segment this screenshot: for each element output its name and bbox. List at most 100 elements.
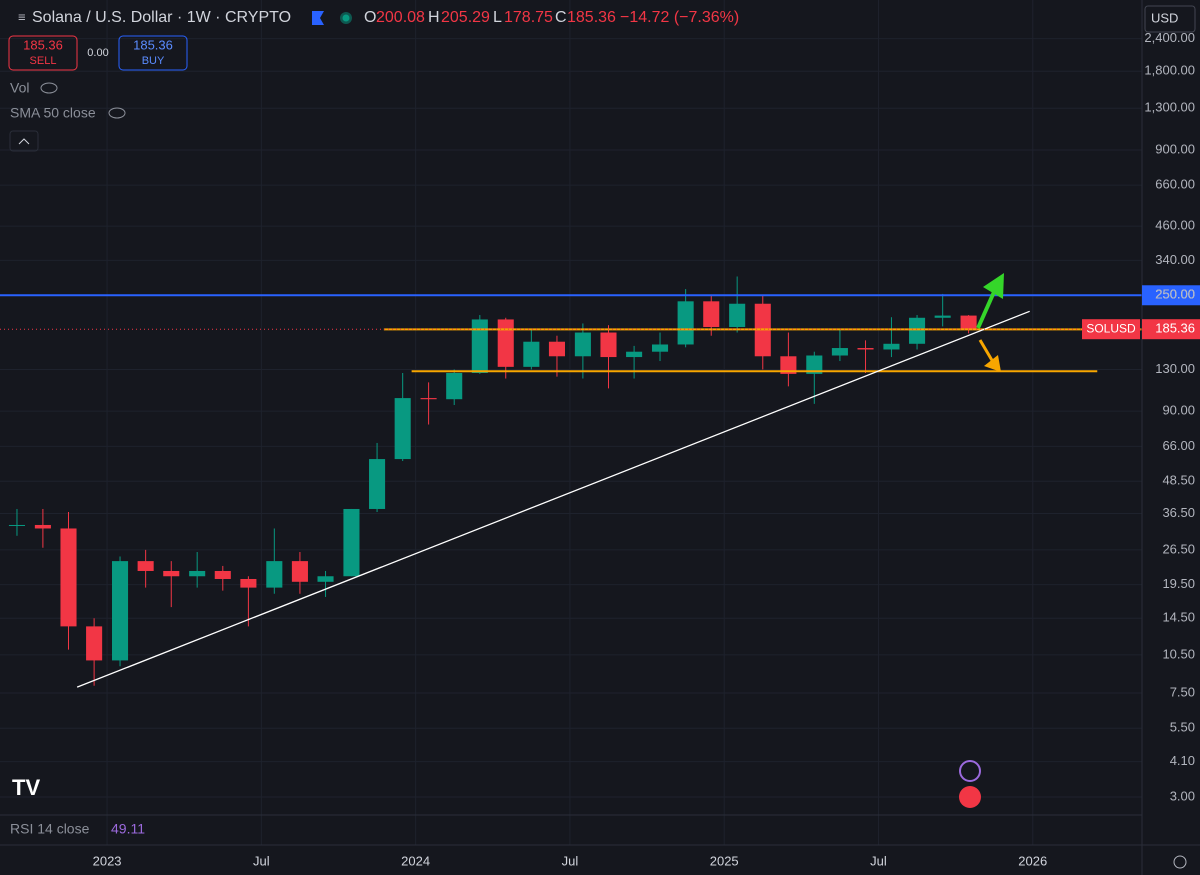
flag-icon[interactable] (312, 11, 324, 25)
candle-body (806, 355, 823, 374)
symbol-icon: ≡ (18, 9, 26, 24)
candle-body (86, 626, 103, 661)
y-tick-label: 19.50 (1162, 576, 1195, 591)
candle-body (369, 459, 386, 509)
buy-price: 185.36 (133, 37, 173, 52)
y-tick-label: 4.10 (1170, 753, 1195, 768)
price-tag-label: 185.36 (1155, 321, 1195, 336)
y-tick-label: 3.00 (1170, 788, 1195, 803)
y-tick-label: 26.50 (1162, 541, 1195, 556)
candle-body (317, 576, 334, 582)
candle-body (8, 524, 26, 526)
settings-icon[interactable] (1173, 855, 1187, 869)
x-tick-label: 2025 (710, 853, 739, 868)
down-arrow (978, 339, 995, 363)
title: Solana / U.S. Dollar · 1W · CRYPTO (32, 9, 291, 26)
candle-body (420, 398, 437, 400)
y-tick-label: 7.50 (1170, 684, 1195, 699)
candle-body (548, 341, 565, 357)
candle-body (523, 341, 540, 367)
hide-icon[interactable] (108, 107, 126, 119)
status-dot (342, 14, 350, 22)
candle-body (703, 301, 720, 327)
open-value: 200.08 (376, 9, 425, 26)
y-tick-label: 460.00 (1155, 218, 1195, 233)
spread: 0.00 (87, 47, 108, 59)
y-tick-label: 66.00 (1162, 438, 1195, 453)
hide-icon[interactable] (40, 82, 58, 94)
candle-body (497, 319, 514, 367)
collapse-icon (18, 138, 30, 145)
symbol-tag (1082, 319, 1140, 340)
y-tick-label: 14.50 (1162, 610, 1195, 625)
event-icon[interactable] (959, 786, 981, 808)
candle-body (163, 570, 180, 577)
candle-body (240, 578, 257, 588)
sell-button[interactable] (8, 35, 78, 71)
candle-body (883, 343, 900, 350)
vol-label: Vol (10, 80, 29, 96)
y-tick-label: 36.50 (1162, 505, 1195, 520)
candle-body (60, 528, 77, 627)
x-tick-label: 2024 (401, 853, 430, 868)
high-value: 205.29 (441, 9, 490, 26)
candle-body (626, 351, 643, 358)
candle-body (291, 561, 308, 582)
y-tick-label: 340.00 (1155, 252, 1195, 267)
close-value: 185.36 (567, 9, 616, 26)
event-icon[interactable] (959, 760, 981, 782)
down-arrowhead (984, 355, 1001, 372)
candle-body (394, 398, 411, 460)
y-tick-label: 1,800.00 (1144, 63, 1195, 78)
open-label: O (364, 9, 376, 26)
candle-body (574, 332, 591, 357)
symbol-tag-label: SOLUSD (1086, 321, 1136, 335)
tv-logo: TV (12, 775, 40, 800)
candle-body (651, 344, 669, 352)
change-value: −14.72 (−7.36%) (620, 9, 739, 26)
candle-body (857, 348, 874, 350)
currency: USD (1151, 10, 1178, 25)
low-label: L (493, 9, 502, 26)
x-tick-label: 2026 (1018, 853, 1047, 868)
rsi-label: RSI 14 close (10, 821, 90, 837)
candle-body (600, 332, 617, 358)
candle-body (34, 524, 51, 529)
close-label: C (555, 9, 567, 26)
sell-label: SELL (30, 55, 57, 67)
candle-body (111, 561, 129, 661)
y-tick-label: 10.50 (1162, 646, 1195, 661)
price-tag (1142, 319, 1200, 340)
high-label: H (428, 9, 440, 26)
y-tick-label: 660.00 (1155, 177, 1195, 192)
low-value: 178.75 (504, 9, 553, 26)
candle-body (909, 317, 926, 344)
buy-button[interactable] (118, 35, 188, 71)
currency-button[interactable] (1144, 5, 1196, 33)
x-tick-label: Jul (870, 853, 887, 868)
trend-line (76, 310, 1030, 688)
y-tick-label: 2,400.00 (1144, 30, 1195, 45)
candle-body (677, 301, 694, 345)
y-tick-label: 5.50 (1170, 720, 1195, 735)
x-tick-label: 2023 (93, 853, 122, 868)
x-tick-label: Jul (562, 853, 579, 868)
candle-body (471, 319, 488, 373)
up-arrow (976, 291, 996, 329)
y-tick-label: 130.00 (1155, 361, 1195, 376)
candle-body (266, 561, 283, 588)
y-tick-label: 250.00 (1155, 287, 1195, 302)
candle-body (934, 315, 951, 318)
candle-body (729, 303, 746, 327)
candle-body (137, 561, 154, 571)
candle-body (960, 315, 977, 330)
y-tick-label: 48.50 (1162, 473, 1195, 488)
candle-body (446, 372, 463, 400)
level-tag-label: 250.00 (1155, 287, 1195, 302)
level-tag (1142, 285, 1200, 306)
candle-body (780, 356, 797, 374)
collapse-button[interactable] (9, 130, 39, 152)
buy-label: BUY (142, 55, 165, 67)
